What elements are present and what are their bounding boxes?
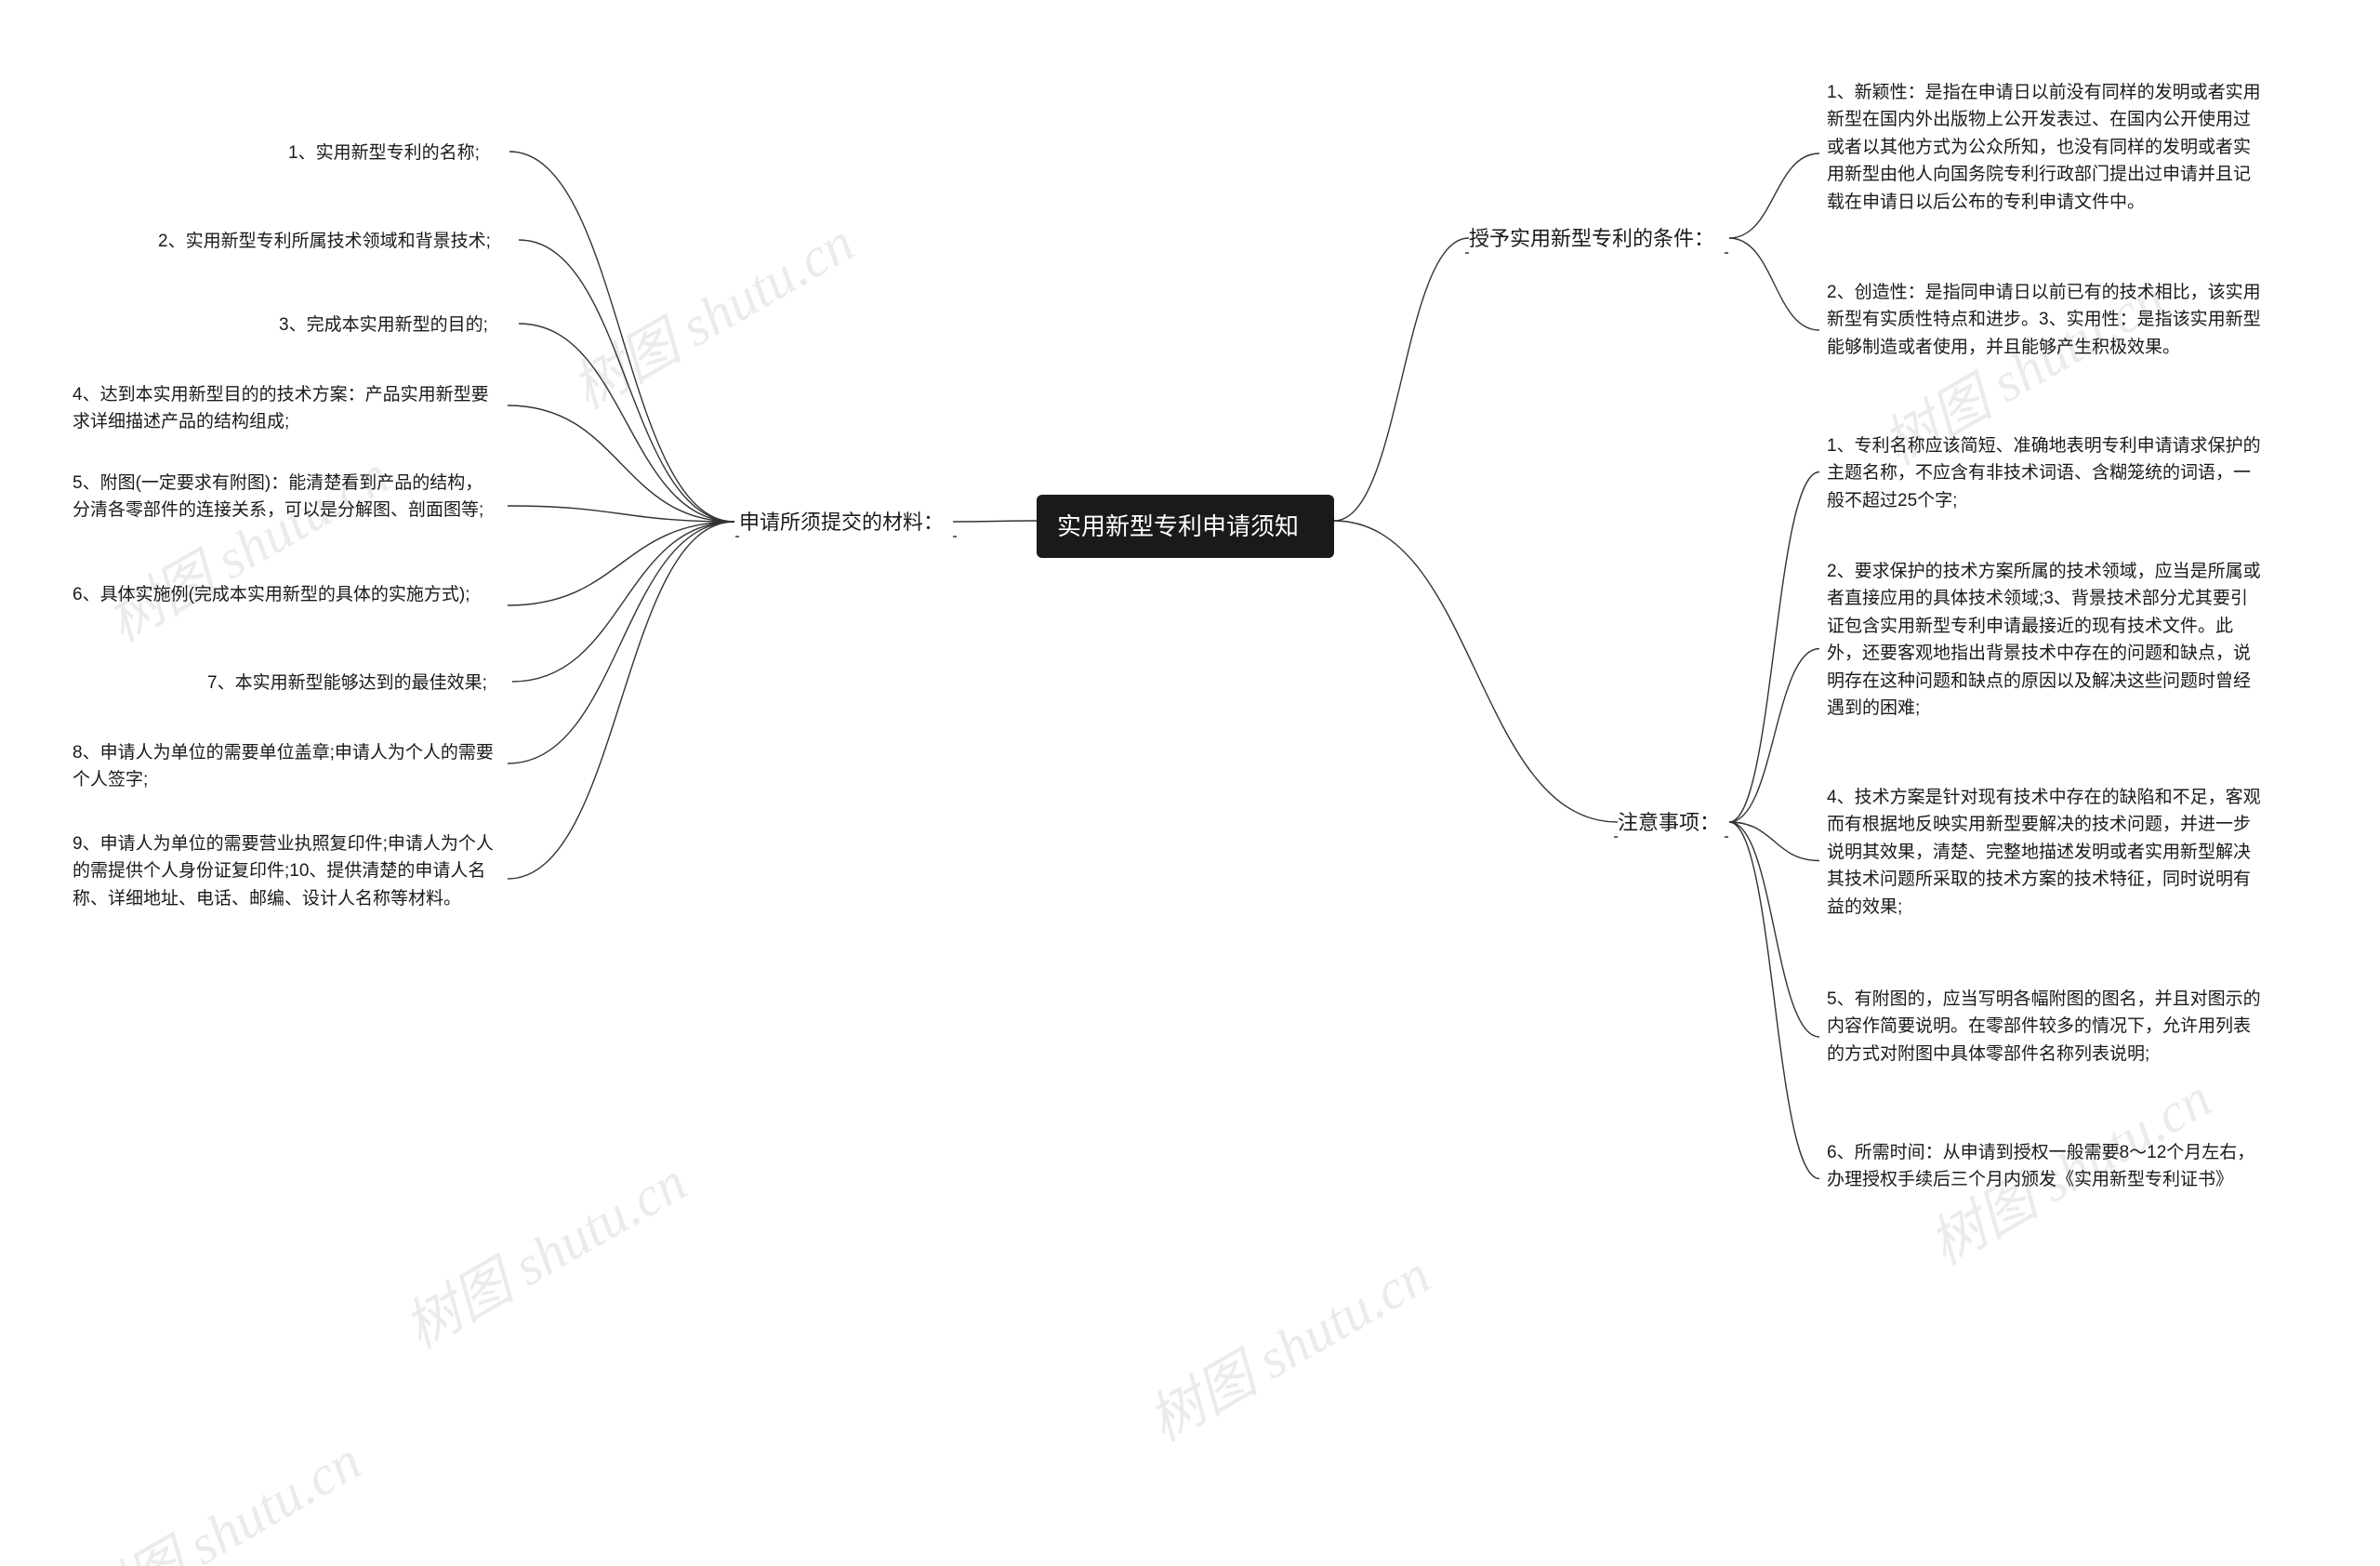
watermark: 树图 shutu.cn <box>555 198 866 425</box>
notes-item-1: 1、专利名称应该简短、准确地表明专利申请请求保护的主题名称，不应含有非技术词语、… <box>1827 432 2264 514</box>
watermark: 树图 shutu.cn <box>62 1416 374 1566</box>
notes-item-5: 6、所需时间：从申请到授权一般需要8～12个月左右，办理授权手续后三个月内颁发《… <box>1827 1139 2264 1194</box>
root-node: 实用新型专利申请须知 <box>1037 495 1334 558</box>
materials-item-4: 4、达到本实用新型目的的技术方案：产品实用新型要求详细描述产品的结构组成; <box>73 381 500 436</box>
mindmap-canvas: 实用新型专利申请须知 申请所须提交的材料： 授予实用新型专利的条件： 注意事项：… <box>0 0 2380 1566</box>
conditions-item-2: 2、创造性：是指同申请日以前已有的技术相比，该实用新型有实质性特点和进步。3、实… <box>1827 279 2264 361</box>
materials-item-6: 6、具体实施例(完成本实用新型的具体的实施方式); <box>73 581 500 608</box>
watermark: 树图 shutu.cn <box>90 431 402 657</box>
materials-item-5: 5、附图(一定要求有附图)：能清楚看到产品的结构，分清各零部件的连接关系，可以是… <box>73 470 500 524</box>
watermark: 树图 shutu.cn <box>1131 1230 1443 1457</box>
notes-item-3: 4、技术方案是针对现有技术中存在的缺陷和不足，客观而有根据地反映实用新型要解决的… <box>1827 784 2264 921</box>
materials-item-9: 9、申请人为单位的需要营业执照复印件;申请人为个人的需提供个人身份证复印件;10… <box>73 830 500 912</box>
watermark: 树图 shutu.cn <box>388 1137 699 1364</box>
materials-item-2: 2、实用新型专利所属技术领域和背景技术; <box>158 228 511 255</box>
materials-item-1: 1、实用新型专利的名称; <box>288 139 502 166</box>
branch-materials: 申请所须提交的材料： <box>739 507 953 538</box>
materials-item-8: 8、申请人为单位的需要单位盖章;申请人为个人的需要个人签字; <box>73 739 500 794</box>
branch-conditions: 授予实用新型专利的条件： <box>1469 223 1725 255</box>
materials-item-7: 7、本实用新型能够达到的最佳效果; <box>207 670 505 697</box>
notes-item-4: 5、有附图的，应当写明各幅附图的图名，并且对图示的内容作简要说明。在零部件较多的… <box>1827 986 2264 1068</box>
materials-item-3: 3、完成本实用新型的目的; <box>279 312 511 338</box>
notes-item-2: 2、要求保护的技术方案所属的技术领域，应当是所属或者直接应用的具体技术领域;3、… <box>1827 558 2264 723</box>
branch-notes: 注意事项： <box>1618 807 1725 839</box>
conditions-item-1: 1、新颖性：是指在申请日以前没有同样的发明或者实用新型在国内外出版物上公开发表过… <box>1827 79 2264 216</box>
